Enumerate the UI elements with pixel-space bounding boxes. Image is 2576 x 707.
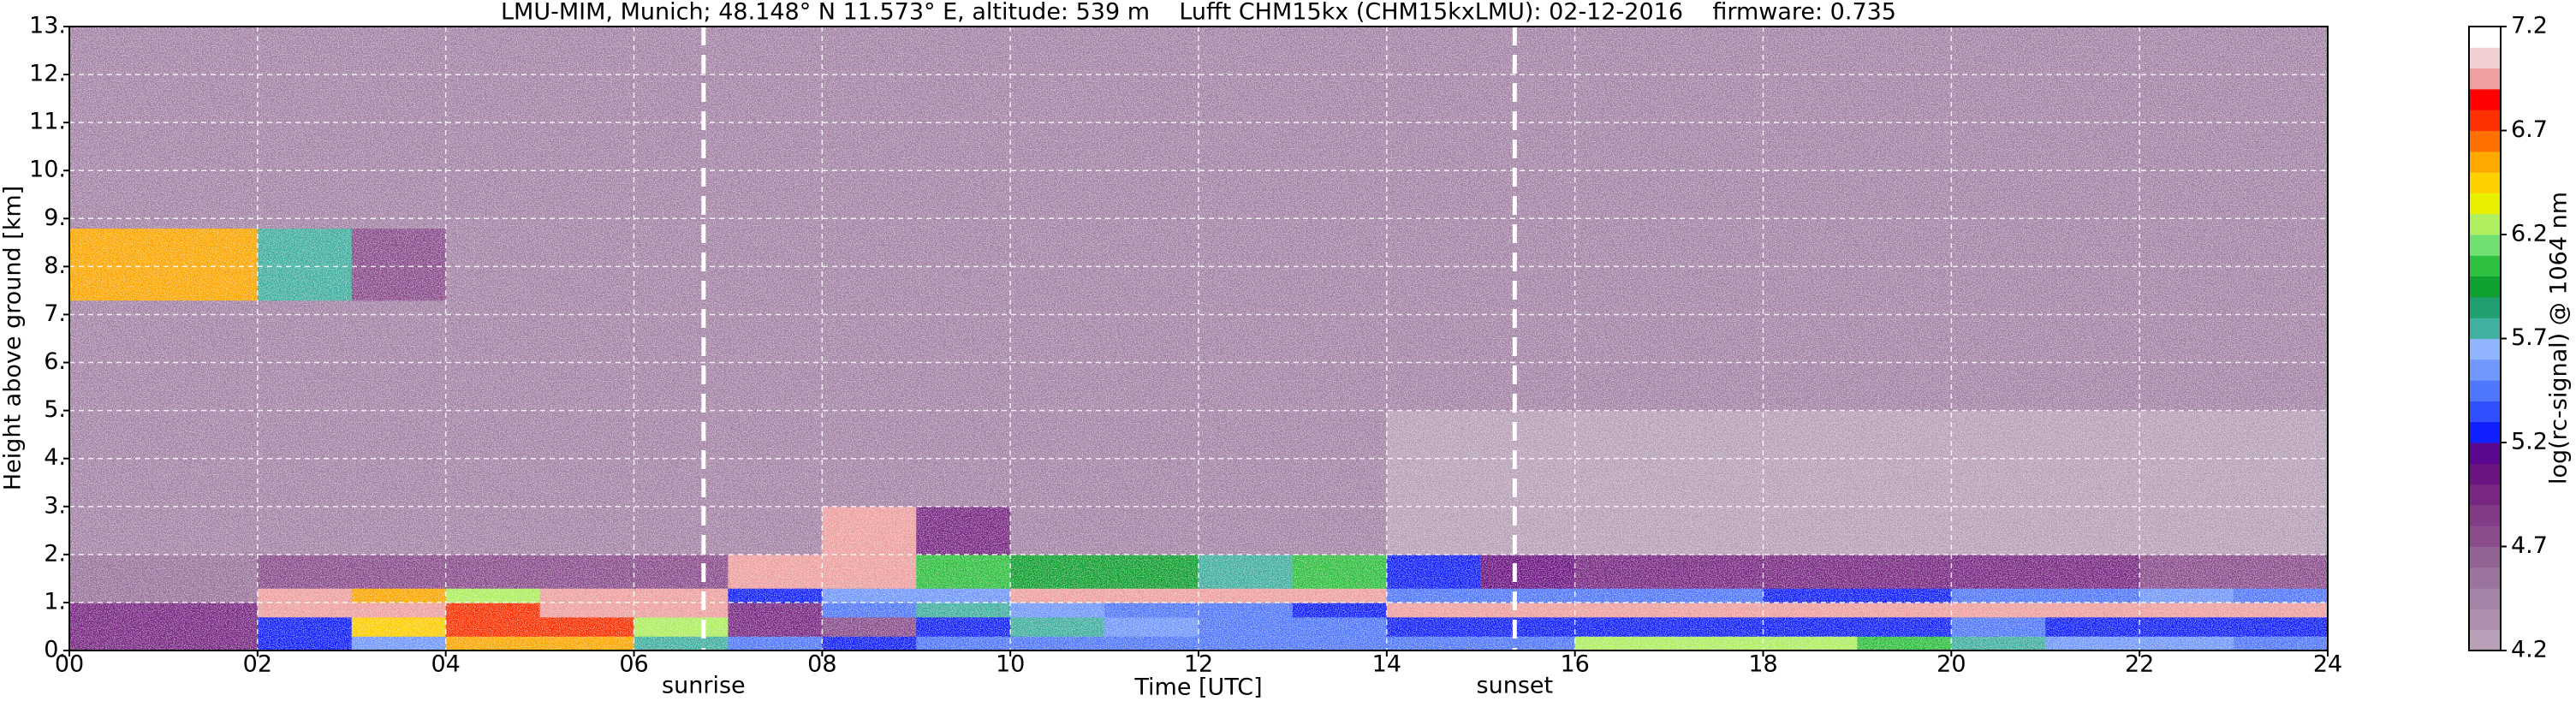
x-tick-label: 14 [1372,651,1401,678]
colorbar-swatch [2469,484,2501,506]
y-tick-label: 9. [44,205,66,231]
colorbar-tick-label: 5.2 [2511,429,2548,455]
y-axis-label: Height above ground [km] [0,186,27,490]
y-tick-label: 12. [29,61,66,87]
y-tick-label: 2. [44,540,66,567]
colorbar-swatch [2469,276,2501,298]
colorbar-swatch [2469,526,2501,547]
x-tick-label: 06 [619,651,648,678]
colorbar-swatch [2469,255,2501,277]
colorbar-swatch [2469,296,2501,318]
colorbar-swatch [2469,546,2501,568]
colorbar-tick-label: 6.7 [2511,116,2548,143]
y-tick-label: 4. [44,444,66,471]
colorbar-swatch [2469,380,2501,401]
x-tick-label: 24 [2313,651,2342,678]
colorbar-swatch [2469,567,2501,589]
event-label: sunset [1477,673,1554,699]
colorbar-swatch [2469,110,2501,131]
colorbar-swatch [2469,151,2501,173]
colorbar-swatch [2469,588,2501,609]
chart-title: LMU-MIM, Munich; 48.148° N 11.573° E, al… [501,0,1896,26]
grid [63,26,2329,656]
colorbar-swatch [2469,213,2501,235]
y-tick-label: 13. [29,13,66,39]
colorbar [2469,26,2507,651]
x-axis-label: Time [UTC] [1133,674,1262,701]
x-tick-label: 18 [1748,651,1777,678]
colorbar-swatch [2469,359,2501,381]
x-tick-label: 16 [1560,651,1589,678]
colorbar-tick-label: 4.2 [2511,637,2548,663]
y-tick-label: 0. [44,637,66,663]
colorbar-swatch [2469,629,2501,651]
colorbar-swatch [2469,338,2501,360]
colorbar-swatch [2469,401,2501,423]
x-tick-label: 08 [807,651,836,678]
y-tick-label: 5. [44,396,66,423]
colorbar-swatch [2469,463,2501,485]
y-tick-label: 1. [44,588,66,615]
colorbar-swatch [2469,318,2501,339]
colorbar-tick-label: 4.7 [2511,532,2548,559]
y-tick-label: 8. [44,253,66,279]
y-tick-label: 10. [29,157,66,183]
colorbar-label: log(rc-signal) @ 1064 nm [2546,192,2573,484]
event-label: sunrise [662,673,746,699]
colorbar-tick-label: 5.7 [2511,324,2548,351]
colorbar-swatch [2469,47,2501,69]
x-tick-label: 00 [55,651,84,678]
colorbar-swatch [2469,504,2501,526]
colorbar-tick-label: 6.2 [2511,221,2548,247]
y-tick-label: 11. [29,109,66,135]
colorbar-swatch [2469,88,2501,110]
y-tick-label: 6. [44,348,66,375]
colorbar-swatch [2469,172,2501,193]
colorbar-swatch [2469,68,2501,90]
y-tick-label: 7. [44,300,66,327]
colorbar-tick-label: 7.2 [2511,13,2548,39]
x-tick-label: 02 [243,651,272,678]
x-tick-label: 20 [1936,651,1966,678]
colorbar-swatch [2469,193,2501,215]
plot-frame [68,26,2329,651]
colorbar-swatch [2469,609,2501,631]
x-tick-label: 04 [431,651,460,678]
x-tick-label: 12 [1184,651,1213,678]
x-tick-label: 22 [2125,651,2154,678]
colorbar-swatch [2469,443,2501,464]
x-tick-label: 10 [996,651,1025,678]
colorbar-frame [2468,26,2502,651]
y-tick-label: 3. [44,492,66,519]
colorbar-swatch [2469,130,2501,152]
colorbar-swatch [2469,235,2501,256]
colorbar-swatch [2469,27,2501,48]
colorbar-swatch [2469,421,2501,443]
